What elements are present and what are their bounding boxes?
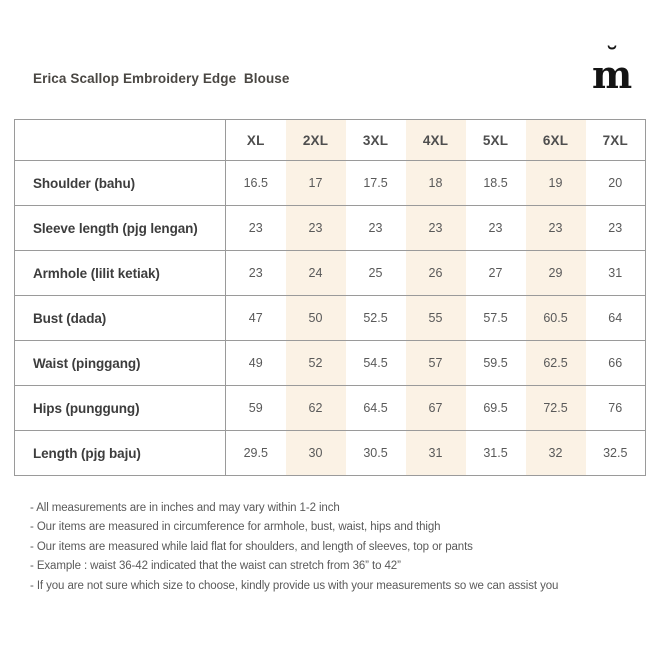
row-label: Length (pjg baju) [14,430,226,476]
cell-xl: 16.5 [225,160,286,206]
column-header-2xl: 2XL [285,119,346,161]
cell-2xl: 17 [285,160,346,206]
cell-xl: 23 [225,205,286,251]
cell-xl: 59 [225,385,286,431]
cell-5xl: 18.5 [465,160,526,206]
cell-3xl: 30.5 [345,430,406,476]
row-label: Shoulder (bahu) [14,160,226,206]
table-row: Armhole (lilit ketiak) 23 24 25 26 27 29 31 [14,250,646,296]
cell-6xl: 29 [525,250,586,296]
note-line: - Our items are measured while laid flat… [30,540,473,553]
cell-2xl: 30 [285,430,346,476]
column-header-7xl: 7XL [585,119,646,161]
cell-6xl: 62.5 [525,340,586,386]
cell-2xl: 24 [285,250,346,296]
notes-list: - All measurements are in inches and may… [30,499,630,596]
cell-3xl: 64.5 [345,385,406,431]
cell-2xl: 50 [285,295,346,341]
cell-xl: 29.5 [225,430,286,476]
cell-5xl: 23 [465,205,526,251]
table-row: Sleeve length (pjg lengan) 23 23 23 23 23 23 23 [14,205,646,251]
cell-4xl: 23 [405,205,466,251]
cell-2xl: 52 [285,340,346,386]
empty-header-cell [14,119,226,161]
column-header-4xl: 4XL [405,119,466,161]
note-line: - Our items are measured in circumferenc… [30,521,441,534]
column-header-xl: XL [225,119,286,161]
cell-5xl: 57.5 [465,295,526,341]
size-chart-header-row: XL 2XL 3XL 4XL 5XL 6XL 7XL [14,119,646,161]
cell-6xl: 19 [525,160,586,206]
cell-7xl: 20 [585,160,646,206]
cell-5xl: 31.5 [465,430,526,476]
table-row: Bust (dada) 47 50 52.5 55 57.5 60.5 64 [14,295,646,341]
size-chart: XL 2XL 3XL 4XL 5XL 6XL 7XL Shoulder (bahu) 16.5… [14,119,646,476]
cell-4xl: 26 [405,250,466,296]
row-label: Sleeve length (pjg lengan) [14,205,226,251]
cell-7xl: 31 [585,250,646,296]
cell-3xl: 17.5 [345,160,406,206]
cell-6xl: 60.5 [525,295,586,341]
size-chart-body: Shoulder (bahu) 16.5 17 17.5 18 18.5 19 20 Sleev… [14,160,646,476]
row-label: Waist (pinggang) [14,340,226,386]
cell-6xl: 23 [525,205,586,251]
cell-5xl: 69.5 [465,385,526,431]
table-row: Hips (punggung) 59 62 64.5 67 69.5 72.5 76 [14,385,646,431]
column-header-5xl: 5XL [465,119,526,161]
cell-3xl: 54.5 [345,340,406,386]
row-label: Hips (punggung) [14,385,226,431]
column-header-6xl: 6XL [525,119,586,161]
note-line: - If you are not sure which size to choo… [30,579,559,592]
page-title: Erica Scallop Embroidery Edge Blouse [33,71,290,86]
cell-4xl: 57 [405,340,466,386]
row-label: Bust (dada) [14,295,226,341]
cell-2xl: 23 [285,205,346,251]
row-label: Armhole (lilit ketiak) [14,250,226,296]
cell-6xl: 72.5 [525,385,586,431]
table-row: Shoulder (bahu) 16.5 17 17.5 18 18.5 19 20 [14,160,646,206]
size-chart-table: XL 2XL 3XL 4XL 5XL 6XL 7XL Shoulder (bahu) 16.5… [14,119,646,476]
cell-4xl: 55 [405,295,466,341]
cell-xl: 49 [225,340,286,386]
column-header-3xl: 3XL [345,119,406,161]
cell-5xl: 59.5 [465,340,526,386]
cell-7xl: 64 [585,295,646,341]
logo-breve-icon: ˘ [605,43,619,73]
logo-letter: m [592,52,633,97]
cell-3xl: 23 [345,205,406,251]
cell-6xl: 32 [525,430,586,476]
cell-4xl: 67 [405,385,466,431]
cell-7xl: 23 [585,205,646,251]
cell-3xl: 52.5 [345,295,406,341]
cell-4xl: 18 [405,160,466,206]
brand-logo: ˘ m [592,45,633,98]
cell-2xl: 62 [285,385,346,431]
note-line: - All measurements are in inches and may… [30,502,340,514]
table-row: Waist (pinggang) 49 52 54.5 57 59.5 62.5 66 [14,340,646,386]
cell-7xl: 76 [585,385,646,431]
cell-5xl: 27 [465,250,526,296]
cell-xl: 23 [225,250,286,296]
cell-3xl: 25 [345,250,406,296]
cell-7xl: 66 [585,340,646,386]
cell-7xl: 32.5 [585,430,646,476]
cell-4xl: 31 [405,430,466,476]
note-line: - Example : waist 36-42 indicated that t… [30,560,401,573]
cell-xl: 47 [225,295,286,341]
table-row: Length (pjg baju) 29.5 30 30.5 31 31.5 32 32.5 [14,430,646,476]
